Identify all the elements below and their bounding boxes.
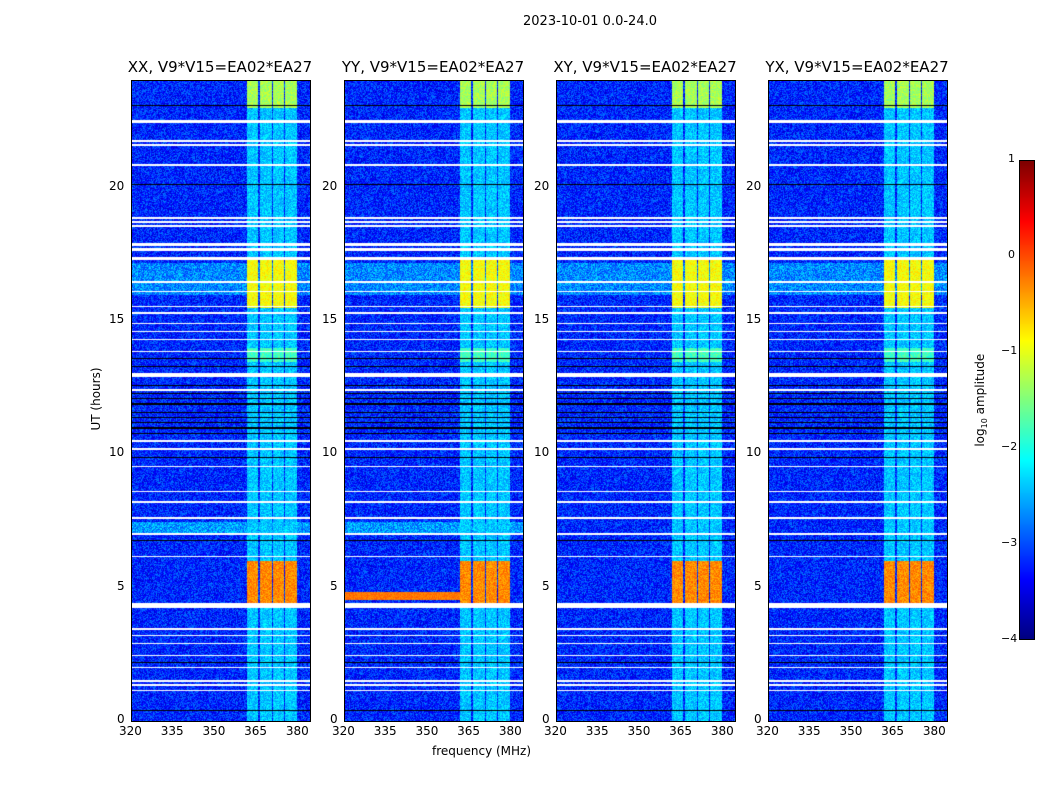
x-tick-label: 365 — [244, 724, 268, 738]
x-tick-label: 365 — [669, 724, 693, 738]
colorbar-label-rest: amplitude — [972, 353, 987, 419]
panel-title-xy: XY, V9*V15=EA02*EA27 — [553, 58, 737, 76]
x-tick-label: 380 — [285, 724, 309, 738]
figure-title: 2023-10-01 0.0-24.0 — [523, 14, 657, 29]
y-tick-label: 0 — [117, 712, 125, 726]
x-tick-label: 350 — [627, 724, 651, 738]
x-tick-label: 365 — [457, 724, 481, 738]
y-tick-label: 20 — [322, 178, 338, 193]
y-tick-label: 20 — [746, 178, 762, 193]
x-tick-label: 320 — [332, 724, 355, 738]
y-tick-label: 5 — [542, 578, 550, 593]
colorbar-tick-label: 1 — [1008, 152, 1015, 165]
panel-title-yy: YY, V9*V15=EA02*EA27 — [341, 58, 525, 76]
heatmap-panel-xy — [556, 80, 736, 722]
x-axis-label: frequency (MHz) — [432, 744, 532, 758]
x-tick-label: 335 — [585, 724, 609, 738]
x-tick-label: 320 — [544, 724, 567, 738]
colorbar-label: log10 amplitude — [973, 345, 989, 455]
y-tick-label: 10 — [109, 445, 125, 460]
y-tick-label: 5 — [754, 578, 762, 593]
x-tick-label: 350 — [839, 724, 863, 738]
colorbar-tick-label: −2 — [1001, 440, 1018, 453]
colorbar-tick-label: −3 — [1001, 536, 1018, 549]
x-tick-label: 320 — [756, 724, 779, 738]
heatmap-panel-yy — [344, 80, 524, 722]
heatmap-panel-yx — [768, 80, 948, 722]
y-axis-label: UT (hours) — [89, 367, 103, 431]
x-tick-label: 335 — [373, 724, 397, 738]
y-tick-label: 10 — [534, 445, 550, 460]
y-tick-label: 10 — [322, 445, 338, 460]
colorbar-label-main: log — [972, 428, 987, 447]
x-tick-label: 350 — [202, 724, 226, 738]
colorbar-tick-label: −4 — [1001, 632, 1018, 645]
y-tick-label: 20 — [534, 178, 550, 193]
x-tick-label: 380 — [710, 724, 734, 738]
colorbar-label-sub: 10 — [980, 418, 990, 429]
y-tick-label: 10 — [746, 445, 762, 460]
y-tick-label: 0 — [330, 712, 338, 726]
y-tick-label: 20 — [109, 178, 125, 193]
x-tick-label: 335 — [797, 724, 821, 738]
heatmap-panel-xx — [131, 80, 311, 722]
y-tick-label: 15 — [109, 312, 125, 326]
y-tick-label: 0 — [754, 712, 762, 726]
x-tick-label: 380 — [922, 724, 946, 738]
y-tick-label: 0 — [542, 712, 550, 726]
x-tick-label: 350 — [415, 724, 439, 738]
y-tick-label: 15 — [746, 312, 762, 326]
colorbar-tick-label: −1 — [1001, 344, 1018, 357]
x-tick-label: 380 — [498, 724, 522, 738]
y-tick-label: 5 — [330, 578, 338, 593]
colorbar-tick-label: 0 — [1008, 248, 1015, 261]
colorbar — [1019, 160, 1035, 640]
y-tick-label: 5 — [117, 578, 125, 593]
x-tick-label: 335 — [160, 724, 184, 738]
x-tick-label: 365 — [881, 724, 905, 738]
x-tick-label: 320 — [119, 724, 142, 738]
panel-title-yx: YX, V9*V15=EA02*EA27 — [765, 58, 949, 76]
y-tick-label: 15 — [322, 312, 338, 326]
panel-title-xx: XX, V9*V15=EA02*EA27 — [127, 58, 313, 76]
y-tick-label: 15 — [534, 312, 550, 326]
